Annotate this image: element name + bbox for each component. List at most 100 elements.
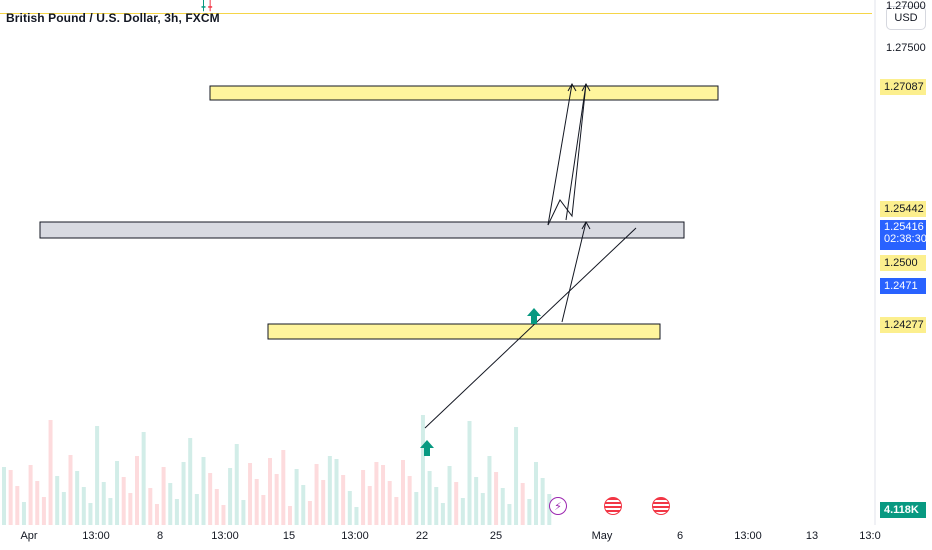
projection-line-3 bbox=[561, 221, 587, 323]
time-tick-label: 13:00 bbox=[211, 530, 239, 542]
volume-bar bbox=[81, 487, 86, 525]
volume-bar bbox=[314, 464, 319, 525]
time-tick-label: 13:00 bbox=[82, 530, 110, 542]
volume-bar bbox=[387, 481, 392, 525]
volume-bar bbox=[294, 469, 299, 525]
volume-bar bbox=[494, 472, 499, 525]
currency-button[interactable]: USD bbox=[886, 6, 926, 30]
resistance-zone bbox=[209, 85, 719, 101]
us-flag-event-icon[interactable] bbox=[604, 497, 622, 515]
bar-countdown: 02:38:30 bbox=[884, 233, 927, 245]
volume-bar bbox=[135, 456, 139, 525]
resistance-price-badge: 1.27087 bbox=[880, 79, 926, 95]
volume-bar bbox=[174, 499, 179, 525]
volume-bar bbox=[61, 492, 66, 525]
price-tick-label: 1.27000 bbox=[886, 0, 926, 13]
volume-bar bbox=[88, 503, 93, 525]
volume-bar bbox=[168, 483, 173, 525]
volume-bar bbox=[228, 468, 233, 525]
volume-bar bbox=[447, 466, 452, 525]
volume-bar bbox=[214, 489, 219, 525]
lightning-event-icon[interactable]: ⚡ bbox=[549, 497, 567, 515]
volume-bar bbox=[128, 493, 133, 525]
volume-bar bbox=[407, 476, 412, 525]
volume-bar bbox=[287, 506, 292, 525]
volume-bar bbox=[474, 477, 479, 525]
volume-bar bbox=[281, 450, 286, 525]
volume-bar bbox=[148, 488, 153, 525]
volume-bar bbox=[248, 463, 253, 525]
volume-bar bbox=[361, 470, 366, 525]
volume-bar bbox=[121, 477, 126, 525]
arrowhead bbox=[581, 82, 591, 92]
chart-title: British Pound / U.S. Dollar, 3h, FXCM bbox=[6, 11, 220, 25]
volume-bar bbox=[108, 498, 113, 525]
volume-bar bbox=[68, 455, 73, 525]
volume-bar bbox=[261, 495, 266, 525]
upper-zone-price-badge: 1.25442 bbox=[880, 201, 926, 217]
volume-bar bbox=[301, 485, 306, 525]
time-tick-label: 8 bbox=[156, 530, 164, 542]
volume-bar bbox=[341, 475, 346, 525]
arrowhead bbox=[567, 82, 577, 92]
volume-bar bbox=[540, 478, 545, 525]
volume-bar bbox=[354, 507, 359, 525]
volume-bar bbox=[48, 420, 53, 525]
volume-bar bbox=[440, 503, 445, 525]
volume-bar bbox=[254, 479, 259, 525]
volume-bar bbox=[95, 426, 100, 525]
volume-bar bbox=[307, 501, 312, 525]
mid-price-badge: 1.2500 bbox=[880, 255, 926, 271]
volume-bar bbox=[241, 500, 246, 525]
volume-bar bbox=[500, 488, 505, 525]
volume-bar bbox=[234, 444, 239, 525]
volume-bar bbox=[434, 487, 439, 525]
volume-bar bbox=[527, 499, 532, 525]
volume-bar bbox=[274, 474, 279, 525]
volume-bar bbox=[2, 467, 6, 525]
volume-bar bbox=[454, 482, 459, 525]
volume-bar bbox=[381, 465, 386, 525]
time-tick-label: 13:00 bbox=[341, 530, 369, 542]
volume-bar bbox=[41, 497, 46, 525]
volume-bar bbox=[35, 481, 40, 525]
volume-bar bbox=[75, 471, 80, 525]
candle-body bbox=[208, 6, 213, 8]
volume-bar bbox=[181, 462, 186, 525]
volume-bar bbox=[101, 482, 106, 525]
buy-signal-arrow-icon bbox=[527, 308, 541, 324]
us-flag-event-icon[interactable] bbox=[652, 497, 670, 515]
volume-bar bbox=[194, 494, 199, 525]
volume-bar bbox=[321, 480, 326, 525]
time-tick-label: 13 bbox=[805, 530, 819, 542]
price-tick-label: 1.27500 bbox=[886, 42, 926, 54]
volume-bar bbox=[55, 476, 60, 525]
volume-bar bbox=[520, 483, 525, 525]
volume-bar bbox=[201, 457, 206, 525]
volume-bar bbox=[394, 497, 399, 525]
last-price-value: 1.25416 bbox=[884, 221, 924, 233]
projection-zigzag bbox=[547, 83, 587, 226]
volume-bar bbox=[188, 438, 193, 525]
support-price-badge: 1.24277 bbox=[880, 317, 926, 333]
volume-bar bbox=[467, 421, 472, 525]
time-tick-label: 22 bbox=[415, 530, 429, 542]
ascending-trendline bbox=[424, 227, 637, 429]
volume-bar bbox=[334, 459, 339, 525]
volume-bar bbox=[21, 502, 26, 525]
volume-badge: 4.118K bbox=[880, 502, 926, 518]
candle-body bbox=[201, 6, 206, 8]
support-zone bbox=[267, 323, 661, 340]
volume-bar bbox=[15, 486, 20, 525]
volume-bar bbox=[507, 504, 512, 525]
moving-average-badge: 1.2471 bbox=[880, 278, 926, 294]
volume-bar bbox=[115, 461, 120, 525]
projection-line-2 bbox=[565, 83, 587, 221]
volume-bar bbox=[480, 493, 485, 525]
volume-bar bbox=[487, 456, 492, 525]
time-tick-label: Apr bbox=[20, 530, 38, 542]
volume-bar bbox=[154, 504, 159, 525]
volume-bar bbox=[347, 491, 352, 525]
time-tick-label: 13:00 bbox=[734, 530, 762, 542]
